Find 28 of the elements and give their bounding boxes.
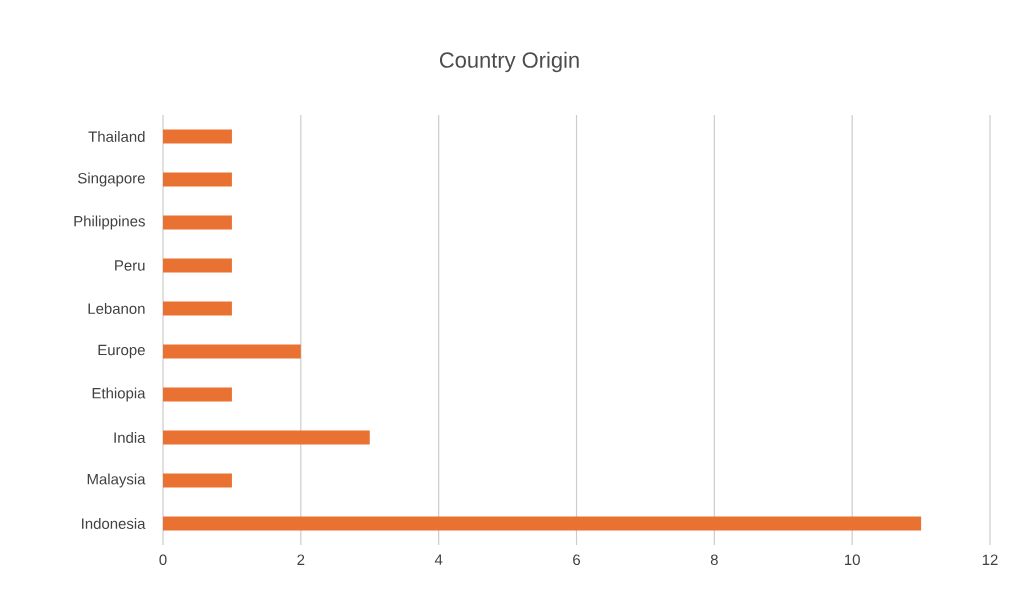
bar <box>163 129 232 144</box>
y-tick-label: Ethiopia <box>92 387 146 402</box>
x-tick-label: 6 <box>573 554 581 566</box>
y-tick-label: Lebanon <box>88 303 145 314</box>
x-tick-label: 4 <box>434 554 443 565</box>
y-tick-label: India <box>114 432 146 443</box>
y-tick-label: Singapore <box>78 172 145 187</box>
y-tick-label: Malaysia <box>87 473 146 488</box>
x-tick-label: 12 <box>982 554 998 565</box>
y-tick-label: Peru <box>115 260 145 271</box>
x-tick-label: 2 <box>297 554 305 565</box>
y-tick-label: Thailand <box>88 131 145 142</box>
bar <box>163 387 232 402</box>
y-tick-label: Europe <box>98 344 145 359</box>
chart-title: Country Origin <box>439 51 579 73</box>
bar <box>163 172 232 187</box>
bar <box>163 473 232 488</box>
x-tick-label: 8 <box>710 554 718 566</box>
bar <box>163 215 232 230</box>
bar <box>163 301 232 316</box>
bar <box>163 344 301 359</box>
y-tick-label: Philippines <box>74 215 145 230</box>
bar <box>163 516 922 531</box>
x-tick-label: 0 <box>159 554 167 566</box>
bar <box>163 258 232 273</box>
bar <box>163 430 370 445</box>
x-tick-label: 10 <box>845 554 860 566</box>
y-tick-label: Indonesia <box>82 518 146 529</box>
